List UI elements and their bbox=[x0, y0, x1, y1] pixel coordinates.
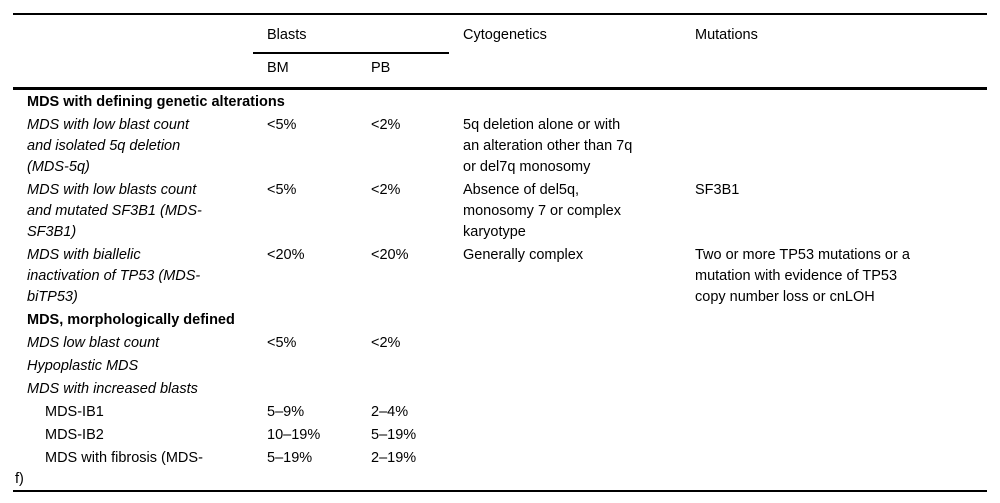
cytogenetics-value bbox=[449, 377, 681, 400]
cytogenetics-value: Generally complex bbox=[463, 247, 584, 263]
mutations-value bbox=[681, 377, 987, 400]
cytogenetics-value bbox=[449, 331, 681, 354]
section-title: MDS, morphologically defined bbox=[27, 312, 235, 328]
row-label: MDS with low blasts count and mutated SF… bbox=[27, 182, 202, 240]
header-row-subcolumns: BM PB bbox=[13, 53, 987, 89]
header-empty-cell bbox=[449, 53, 681, 89]
pb-value: <20% bbox=[371, 247, 409, 263]
mutations-value bbox=[681, 113, 987, 178]
table-row: MDS low blast count <5% <2% bbox=[13, 331, 987, 354]
row-label: MDS with increased blasts bbox=[27, 381, 198, 397]
header-empty-cell bbox=[13, 53, 253, 89]
table-row: MDS-IB1 5–9% 2–4% bbox=[13, 400, 987, 423]
bm-value bbox=[253, 354, 357, 377]
pb-value bbox=[357, 354, 449, 377]
mutations-value bbox=[681, 354, 987, 377]
table-row: MDS with increased blasts bbox=[13, 377, 987, 400]
pb-value: 2–19% bbox=[371, 450, 417, 466]
header-row-groups: Blasts Cytogenetics Mutations bbox=[13, 14, 987, 54]
pb-value bbox=[357, 377, 449, 400]
cytogenetics-value: Absence of del5q, monosomy 7 or complex … bbox=[463, 182, 621, 240]
row-label: MDS-IB2 bbox=[45, 427, 104, 443]
table-header: Blasts Cytogenetics Mutations BM PB bbox=[13, 14, 987, 89]
cytogenetics-value bbox=[449, 354, 681, 377]
row-label: MDS-IB1 bbox=[45, 404, 104, 420]
table-row: Hypoplastic MDS bbox=[13, 354, 987, 377]
bm-value: 5–19% bbox=[267, 450, 313, 466]
header-empty-cell bbox=[13, 14, 253, 53]
bm-value: <20% bbox=[267, 247, 305, 263]
table-row: MDS with low blast count and isolated 5q… bbox=[13, 113, 987, 178]
table-row: MDS with fibrosis (MDS- f) 5–19% 2–19% bbox=[13, 446, 987, 491]
cytogenetics-value: 5q deletion alone or with an alteration … bbox=[463, 117, 633, 175]
pb-value: 2–4% bbox=[371, 404, 409, 420]
row-label: MDS low blast count bbox=[27, 335, 160, 351]
mutations-value bbox=[681, 423, 987, 446]
pb-value: <2% bbox=[371, 182, 401, 198]
mutations-value bbox=[681, 446, 987, 491]
table-row: MDS with low blasts count and mutated SF… bbox=[13, 178, 987, 243]
bm-value: <5% bbox=[267, 182, 297, 198]
bm-value bbox=[253, 377, 357, 400]
bm-value: 10–19% bbox=[267, 427, 321, 443]
mds-classification-table: Blasts Cytogenetics Mutations BM PB MDS … bbox=[13, 13, 987, 492]
row-label: MDS with fibrosis (MDS- f) bbox=[15, 450, 203, 487]
header-cytogenetics: Cytogenetics bbox=[463, 27, 547, 43]
bm-value: 5–9% bbox=[267, 404, 305, 420]
bm-value: <5% bbox=[267, 335, 297, 351]
row-label: Hypoplastic MDS bbox=[27, 358, 139, 374]
header-mutations: Mutations bbox=[695, 27, 758, 43]
table-row: MDS-IB2 10–19% 5–19% bbox=[13, 423, 987, 446]
row-label: MDS with low blast count and isolated 5q… bbox=[27, 117, 189, 175]
table-row: MDS with biallelic inactivation of TP53 … bbox=[13, 243, 987, 308]
section-title: MDS with defining genetic alterations bbox=[27, 94, 285, 110]
mutations-value: SF3B1 bbox=[695, 182, 740, 198]
mutations-value bbox=[681, 400, 987, 423]
table-body: MDS with defining genetic alterations MD… bbox=[13, 89, 987, 492]
mutations-value bbox=[681, 331, 987, 354]
section-row: MDS, morphologically defined bbox=[13, 308, 987, 331]
header-blasts-group: Blasts bbox=[253, 14, 449, 54]
pb-value: <2% bbox=[371, 335, 401, 351]
pb-value: 5–19% bbox=[371, 427, 417, 443]
header-bm: BM bbox=[267, 60, 289, 76]
row-label: MDS with biallelic inactivation of TP53 … bbox=[27, 247, 201, 305]
header-empty-cell bbox=[681, 53, 987, 89]
pb-value: <2% bbox=[371, 117, 401, 133]
header-pb: PB bbox=[371, 60, 391, 76]
cytogenetics-value bbox=[449, 446, 681, 491]
cytogenetics-value bbox=[449, 400, 681, 423]
cytogenetics-value bbox=[449, 423, 681, 446]
mutations-value: Two or more TP53 mutations or a mutation… bbox=[695, 247, 910, 305]
section-row: MDS with defining genetic alterations bbox=[13, 89, 987, 114]
bm-value: <5% bbox=[267, 117, 297, 133]
